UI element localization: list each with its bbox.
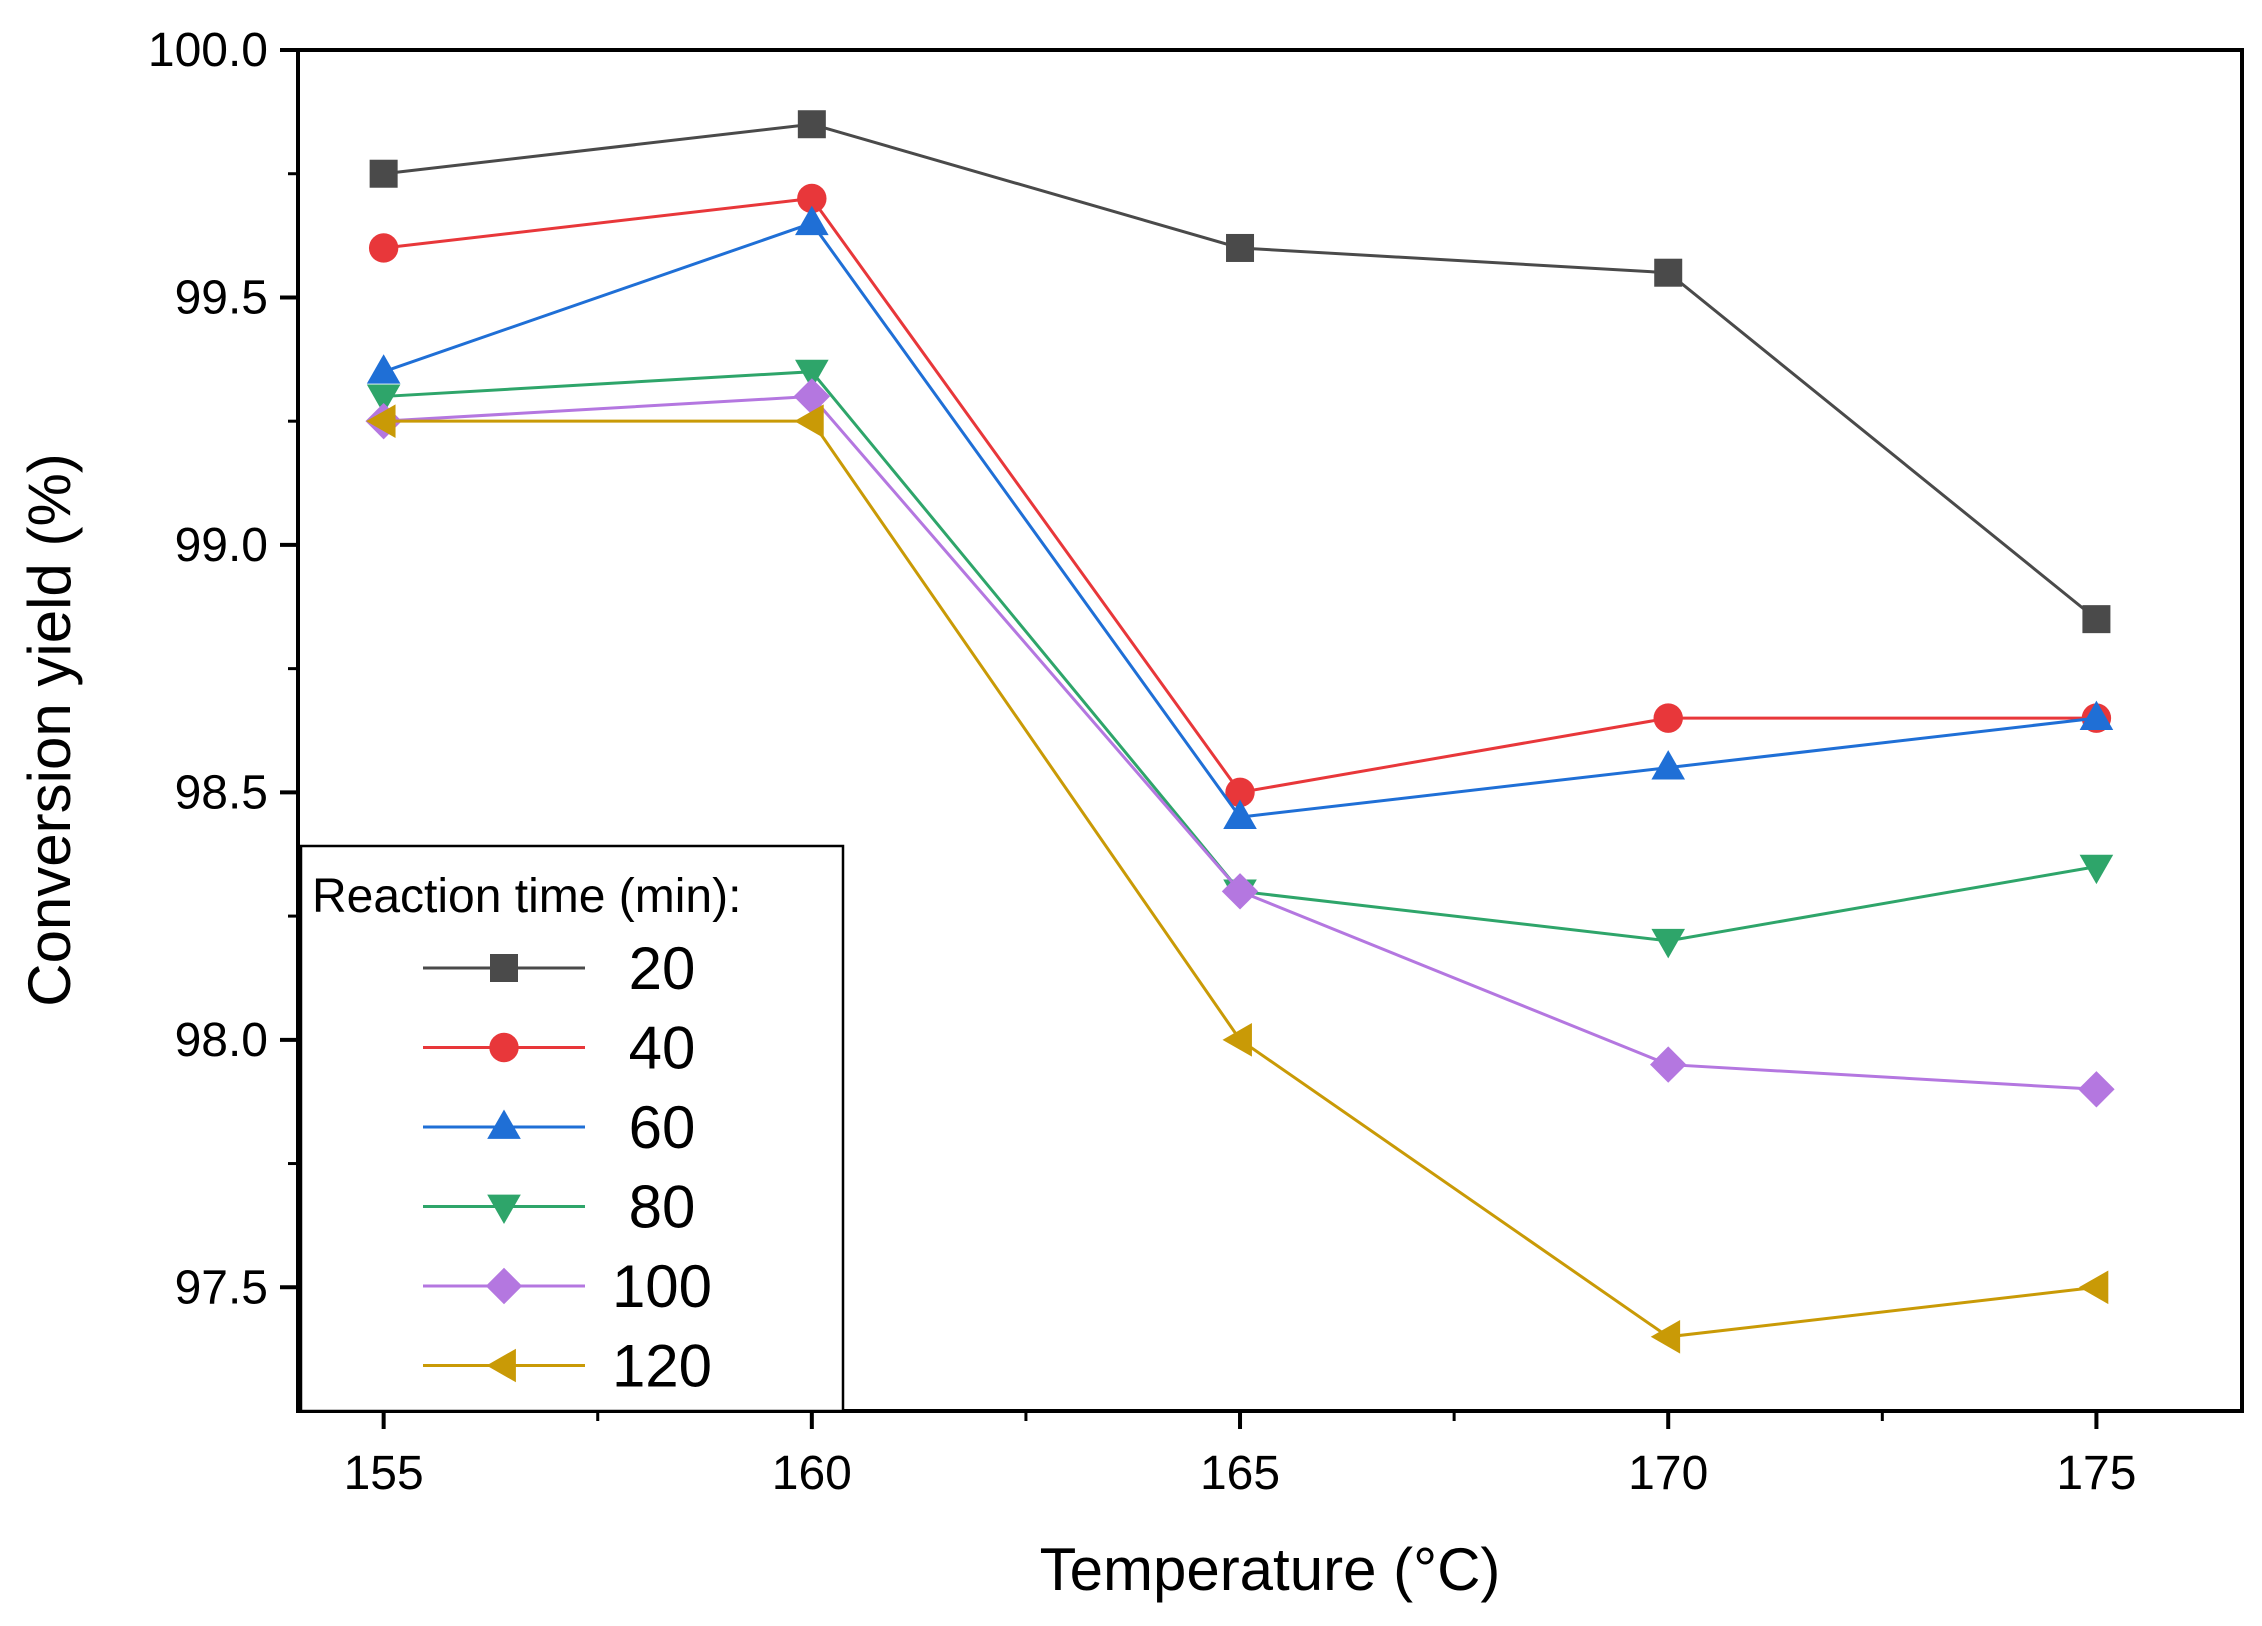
legend-entry-80: 80 [423,1174,695,1241]
legend-marker [486,1348,516,1383]
data-point [797,110,826,139]
series-line-20 [383,122,2098,621]
y-tick-label: 99.5 [175,271,268,324]
y-tick-label: 97.5 [175,1261,268,1314]
data-point [1226,233,1255,262]
data-point [2082,605,2111,634]
y-tick-label: 98.0 [175,1014,268,1067]
data-point [1654,258,1683,287]
data-point [794,404,824,438]
series-60 [366,205,2114,830]
x-axis-ticks: 155 160 165 170 175 [344,1411,2136,1500]
data-point [1650,1319,1681,1354]
legend-label: 60 [629,1094,696,1161]
data-point [366,384,401,414]
data-point [1651,750,1686,780]
data-point [797,183,827,214]
legend-label: 80 [629,1174,696,1241]
data-point [2078,1071,2115,1108]
legend-label: 100 [612,1253,712,1320]
y-tick-label: 100.0 [148,24,268,77]
series-line-40 [383,196,2097,795]
x-tick-label: 155 [344,1447,424,1500]
series-120 [366,404,2109,1354]
data-point [2078,1270,2109,1305]
data-point [1222,1023,1252,1057]
data-point [1651,928,1686,959]
legend-marker [487,1109,521,1139]
data-point [795,205,829,236]
legend-entry-60: 60 [423,1094,695,1161]
data-point [1221,873,1259,910]
data-point [368,233,399,263]
legend-entry-40: 40 [423,1015,695,1082]
legend-title: Reaction time (min): [312,870,741,923]
series-line-60 [383,221,2097,819]
legend-entry-20: 20 [423,935,695,1002]
data-point [1223,799,1257,830]
legend-marker [489,1032,519,1063]
data-point [2079,854,2114,885]
data-point [366,354,401,384]
y-tick-label: 99.0 [175,519,268,572]
data-point [1650,1046,1687,1083]
data-point [1653,703,1683,733]
x-tick-label: 175 [2056,1447,2136,1500]
data-point [793,378,831,415]
y-tick-label: 98.5 [175,766,268,819]
legend-label: 20 [629,935,696,1002]
legend-label: 120 [612,1333,712,1400]
x-tick-label: 160 [772,1447,852,1500]
y-axis-ticks: 97.5 98.0 98.5 99.0 99.5 100.0 [148,24,298,1314]
x-tick-label: 165 [1200,1447,1280,1500]
x-axis-title: Temperature (°C) [1040,1536,1501,1603]
series-20 [369,110,2111,634]
data-point [795,359,829,390]
legend-entries: 20 40 60 80 100 120 [423,935,712,1400]
plot-frame [296,48,2244,1413]
y-axis-title: Conversion yield (%) [16,453,83,1007]
legend-marker [490,954,518,982]
legend-entry-100: 100 [423,1253,712,1320]
series-40 [368,183,2112,808]
legend-label: 40 [629,1015,696,1082]
legend-marker [487,1194,521,1224]
legend-marker [485,1267,523,1305]
x-tick-label: 170 [1628,1447,1708,1500]
data-point [1225,777,1255,808]
legend: Reaction time (min): 20 40 60 80 100 120 [299,844,845,1413]
legend-entry-120: 120 [423,1333,712,1400]
data-point [369,159,398,188]
data-point [2079,700,2114,731]
data-point [366,404,396,438]
series-layer [365,110,2115,1354]
